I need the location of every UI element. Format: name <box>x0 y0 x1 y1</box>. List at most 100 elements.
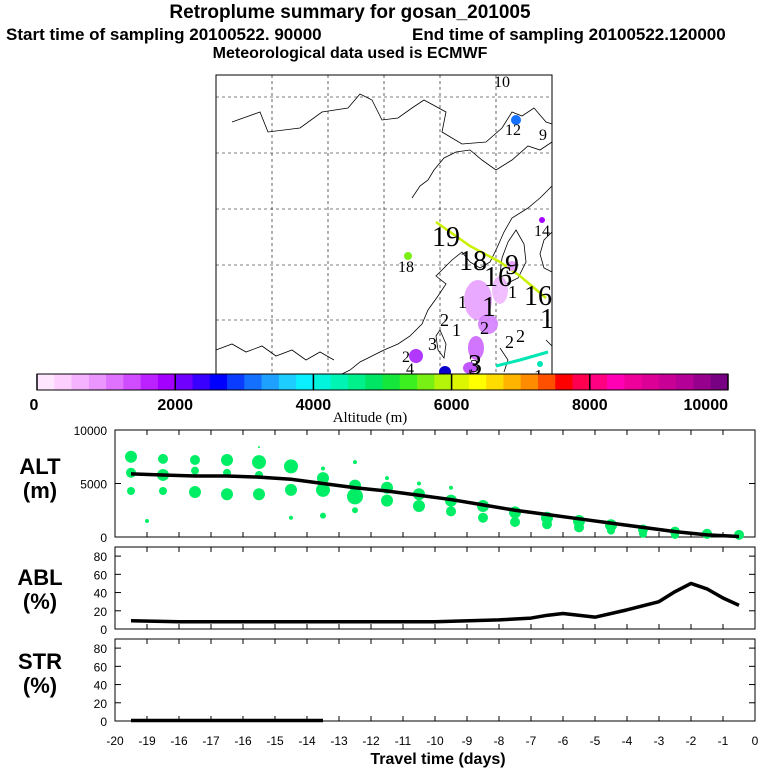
alt-cluster-point <box>542 519 552 530</box>
alt-cluster-point <box>285 483 297 496</box>
y-tick-label: 20 <box>94 697 108 711</box>
blob-mark <box>537 361 543 367</box>
colorbar-swatch <box>37 374 55 390</box>
x-tick-label: -10 <box>426 734 444 748</box>
altitude-colorbar: 0 2000 4000 6000 8000 10000 Altitude (m) <box>30 373 729 426</box>
trajectory-blobs <box>404 115 545 378</box>
x-tick-label: -5 <box>590 734 601 748</box>
colorbar-swatch <box>157 374 176 390</box>
map-day-label: 3 <box>470 356 479 376</box>
colorbar-swatch <box>572 374 591 390</box>
alt-cluster-point <box>347 488 363 505</box>
trajectory-path <box>435 220 547 299</box>
abl-panel: 0 20 40 60 80 <box>94 546 756 637</box>
alt-cluster-point <box>510 517 520 528</box>
map-day-label: 1 <box>482 292 496 323</box>
str-label: STR <box>18 649 62 674</box>
colorbar-swatch <box>710 374 729 390</box>
map-day-label: 1 <box>540 304 554 335</box>
x-tick-label: -1 <box>718 734 729 748</box>
x-tick-label: -2 <box>686 734 697 748</box>
blob-mark <box>404 252 412 260</box>
y-tick-label: 5000 <box>80 478 107 492</box>
alt-cluster-point <box>321 466 325 471</box>
alt-cluster-point <box>385 476 389 481</box>
x-tick-label: -17 <box>202 734 220 748</box>
map-day-label: 12 <box>505 122 521 139</box>
map-panel: 10129191418181691111612123223243111 0200… <box>30 74 729 426</box>
colorbar-swatch <box>71 374 90 390</box>
coastline <box>411 141 553 199</box>
alt-cluster-point <box>289 515 293 520</box>
colorbar-swatch <box>330 374 349 390</box>
x-tick-label: -12 <box>362 734 380 748</box>
coastline <box>231 93 553 145</box>
map-grid <box>216 75 552 375</box>
alt-cluster-point <box>253 488 265 501</box>
alt-cluster-point <box>145 518 149 523</box>
abl-label: ABL <box>17 565 63 590</box>
colorbar-swatch <box>209 374 228 390</box>
abl-unit: (%) <box>22 589 58 614</box>
trajectory-day-labels: 10129191418181691111612123223243111 <box>398 74 554 390</box>
colorbar-swatch <box>192 374 211 390</box>
chart-title: Retroplume summary for gosan_201005 <box>169 2 531 23</box>
colorbar-swatch <box>54 374 73 390</box>
colorbar-swatch <box>607 374 625 390</box>
trajectory-lines <box>435 220 549 368</box>
alt-cluster-point <box>252 455 266 470</box>
str-panel: 0 20 40 60 80 <box>94 638 756 729</box>
colorbar-swatch <box>175 374 193 390</box>
colorbar-swatch <box>676 374 694 390</box>
blob-mark <box>507 261 517 271</box>
map-day-label: 16 <box>484 262 512 293</box>
x-tick-label: -3 <box>654 734 665 748</box>
alt-cluster-point <box>353 460 357 465</box>
str-panel-label: STR (%) <box>10 650 70 698</box>
y-tick-label: 0 <box>100 623 107 637</box>
alt-cluster-point <box>317 472 329 485</box>
alt-cluster-point <box>190 454 200 465</box>
colorbar-swatch <box>296 374 314 390</box>
y-tick-label: 60 <box>94 568 108 582</box>
panel-frame <box>114 546 756 630</box>
x-tick-label: -7 <box>526 734 537 748</box>
colorbar-swatch <box>347 374 366 390</box>
y-tick-label: 40 <box>94 679 108 693</box>
blob-mark <box>478 314 498 334</box>
colorbar-swatch <box>589 374 608 390</box>
x-tick-label: 0 <box>752 734 759 748</box>
blob-mark <box>511 115 521 125</box>
colorbar-swatch <box>227 374 245 390</box>
alt-cluster-point <box>316 482 330 497</box>
alt-cluster-point <box>639 529 647 538</box>
map-day-label: 18 <box>459 246 487 277</box>
alt-cluster-point <box>352 507 358 514</box>
alt-cluster-point <box>159 486 167 495</box>
colorbar-swatch <box>382 374 401 390</box>
x-tick-label: -19 <box>138 734 156 748</box>
trajectory-path <box>495 350 549 368</box>
x-axis-label: Travel time (days) <box>370 751 505 768</box>
alt-cluster-point <box>221 453 233 466</box>
end-time-text: End time of sampling 20100522.120000 <box>412 25 726 44</box>
map-day-label: 18 <box>398 259 414 276</box>
map-day-label: 2 <box>516 326 525 346</box>
blob-mark <box>468 336 484 360</box>
colorbar-swatch <box>520 374 539 390</box>
x-tick-label: -14 <box>298 734 316 748</box>
colorbar-swatch <box>451 374 470 390</box>
map-day-label: 4 <box>406 361 414 378</box>
colorbar-swatch <box>624 374 643 390</box>
x-tick-label: -11 <box>395 734 412 748</box>
str-unit: (%) <box>22 673 58 698</box>
alt-cluster-point <box>258 446 260 449</box>
blob-mark <box>464 280 492 320</box>
colorbar-swatch <box>123 374 142 390</box>
alt-cluster-point <box>446 506 456 517</box>
colorbar-tick-label: 0 <box>30 397 39 414</box>
blob-mark <box>409 349 423 363</box>
abl-panel-label: ABL (%) <box>10 566 70 614</box>
colorbar-tick-label: 8000 <box>572 397 608 414</box>
start-time-text: Start time of sampling 20100522. 90000 <box>6 25 322 44</box>
